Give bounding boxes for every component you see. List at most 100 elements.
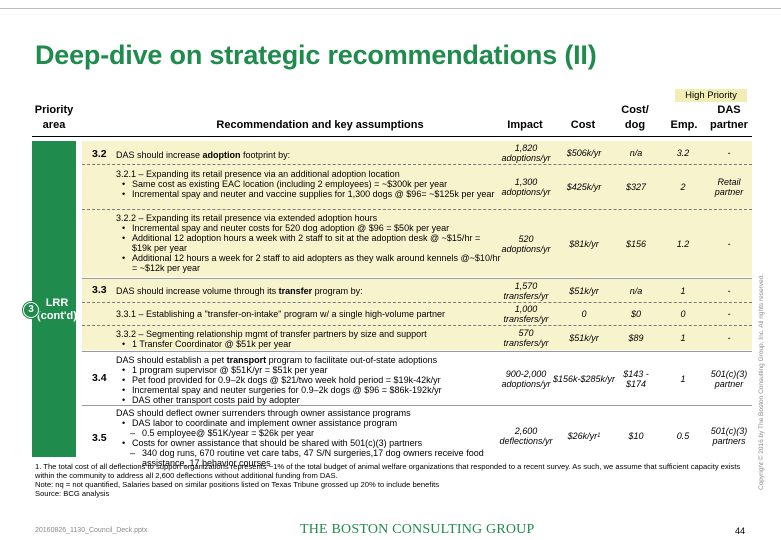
row-3-2-1-partner: Retail partner xyxy=(714,177,744,197)
row-3-2-1-title: 3.2.1 – Expanding its retail presence vi… xyxy=(116,169,400,179)
row-3-2-1-impact: 1,300 adoptions/yr xyxy=(501,177,551,197)
row-3-2-2-text: 3.2.2 – Expanding its retail presence vi… xyxy=(116,213,501,273)
row-3-3-impact: 1,570 transfers/yr xyxy=(503,280,549,301)
row-3-4-cost: $156k-$285k/yr xyxy=(552,373,616,384)
row-3-4-emp: 1 xyxy=(680,373,686,384)
row-3-2-2-title: 3.2.2 – Expanding its retail presence vi… xyxy=(116,213,378,223)
row-3-2-1-text: 3.2.1 – Expanding its retail presence vi… xyxy=(116,169,501,199)
row-divider xyxy=(82,325,752,326)
row-3-3-1-cost: 0 xyxy=(581,309,587,319)
priority-area-bar xyxy=(32,141,76,457)
row-3-3-cost: $51k/yr xyxy=(569,285,599,296)
row-3-2-1-cost-dog: $327 xyxy=(625,182,647,192)
page-number: 44 xyxy=(735,526,746,536)
row-3-4-bullet: 1 program supervisor @ $51K/yr = $51k pe… xyxy=(116,365,501,375)
row-3-3-2-cost-dog: $89 xyxy=(628,333,644,343)
row-3-5-impact: 2,600 deflections/yr xyxy=(499,426,553,446)
row-3-2-1-bullet: Same cost as existing EAC location (incl… xyxy=(116,179,501,189)
header-cost-dog: Cost/ dog xyxy=(621,104,649,131)
row-3-5-partner: 501(c)(3) partners xyxy=(710,426,748,446)
row-3-2-2-emp: 1.2 xyxy=(676,238,690,249)
priority-area-label: LRR (cont'd) xyxy=(35,297,79,323)
top-rule xyxy=(0,8,781,9)
footnote-1: 1. The total cost of all deflections to … xyxy=(35,462,741,480)
row-3-3-number: 3.3 xyxy=(92,284,107,296)
row-3-2-2-partner: - xyxy=(727,238,731,249)
row-3-5-bullet: Costs for owner assistance that should b… xyxy=(116,438,501,448)
row-3-3-2-text: 3.3.2 – Segmenting relationship mgmt of … xyxy=(116,329,501,349)
row-3-3-2-emp: 1 xyxy=(680,333,686,343)
header-emp: Emp. xyxy=(670,119,698,131)
row-3-5-sub-bullet: 0.5 employee@ $51K/year = $26k per year xyxy=(116,428,501,438)
row-3-2-2-cost-dog: $156 xyxy=(625,238,647,249)
priority-area-label-line2: (cont'd) xyxy=(37,310,77,322)
row-3-4-title: DAS should establish a pet transport pro… xyxy=(116,355,438,365)
header-priority-area: Priority area xyxy=(34,104,74,131)
row-3-2-impact: 1,820 adoptions/yr xyxy=(501,143,551,163)
row-3-3-1-partner: - xyxy=(727,309,731,319)
row-3-4-impact: 900-2,000 adoptions/yr xyxy=(501,368,551,389)
row-3-5-text: DAS should deflect owner surrenders thro… xyxy=(116,408,501,468)
row-3-5-title: DAS should deflect owner surrenders thro… xyxy=(116,408,411,418)
row-3-4-keyword: transport xyxy=(226,355,267,365)
row-3-2-2-impact: 520 adoptions/yr xyxy=(501,233,551,254)
row-3-4-partner: 501(c)(3) partner xyxy=(710,368,748,389)
row-3-5-cost: $26k/yr 1 xyxy=(567,431,601,441)
footnote-source: Source: BCG analysis xyxy=(35,489,110,498)
row-3-2-2-bullet: Additional 12 adoption hours a week with… xyxy=(116,233,501,253)
row-3-3-2-cost: $51k/yr xyxy=(569,333,599,343)
row-3-5-bullet: DAS labor to coordinate and implement ow… xyxy=(116,418,501,428)
row-3-3-2-bullet: 1 Transfer Coordinator @ $51k per year xyxy=(116,339,501,349)
header-rule xyxy=(32,136,752,137)
row-3-3-1-text: 3.3.1 – Establishing a "transfer-on-inta… xyxy=(116,309,446,319)
row-3-3-1-emp: 0 xyxy=(680,309,686,319)
row-3-2-2-bullet: Additional 12 hours a week for 2 staff t… xyxy=(116,253,501,273)
footnote-note: Note: nq = not quantified, Salaries base… xyxy=(35,480,440,489)
footnote-marker: 1 xyxy=(597,433,601,439)
row-3-3-2-partner: - xyxy=(727,333,731,343)
row-3-2-cost-dog: n/a xyxy=(629,148,643,158)
row-3-2-emp: 3.2 xyxy=(676,148,690,158)
high-priority-label: High Priority xyxy=(675,89,747,102)
header-impact: Impact xyxy=(507,119,543,131)
row-3-3-2-impact: 570 transfers/yr xyxy=(503,328,549,348)
bcg-logo: THE BOSTON CONSULTING GROUP xyxy=(300,522,535,537)
file-name: 20160826_1130_Council_Deck.pptx xyxy=(35,527,148,534)
row-3-2-1-cost: $425k/yr xyxy=(566,182,602,192)
page-title: Deep-dive on strategic recommendations (… xyxy=(35,40,597,70)
row-3-4-bullet: Incremental spay and neuter surgeries fo… xyxy=(116,385,501,395)
row-3-4-number: 3.4 xyxy=(92,372,107,384)
priority-area-label-line1: LRR xyxy=(45,297,69,309)
row-divider xyxy=(82,405,752,406)
row-divider xyxy=(82,278,752,279)
header-recommendation: Recommendation and key assumptions xyxy=(216,119,424,131)
row-divider xyxy=(82,302,752,303)
row-3-2-1-emp: 2 xyxy=(680,182,686,192)
header-das-partner: DAS partner xyxy=(710,104,748,131)
row-3-3-emp: 1 xyxy=(680,285,686,296)
row-3-2-cost: $506k/yr xyxy=(566,148,602,158)
row-3-2-keyword: adoption xyxy=(202,150,241,160)
row-3-4-bullet: DAS other transport costs paid by adopte… xyxy=(116,395,501,405)
copyright-notice: Copyright © 2016 by The Boston Consultin… xyxy=(758,273,765,490)
row-3-2-2-cost: $81k/yr xyxy=(569,238,599,249)
row-3-2-number: 3.2 xyxy=(92,148,107,160)
footnotes: 1. The total cost of all deflections to … xyxy=(35,462,750,498)
row-3-5-cost-dog: $10 xyxy=(628,431,644,441)
row-divider xyxy=(82,209,752,210)
row-3-5-sub-bullet: 340 dog runs, 670 routine vet care tabs,… xyxy=(116,448,501,468)
row-3-2-2-bullet: Incremental spay and neuter costs for 52… xyxy=(116,223,501,233)
header-cost: Cost xyxy=(570,119,596,131)
row-3-3-2-title: 3.3.2 – Segmenting relationship mgmt of … xyxy=(116,329,427,339)
row-divider xyxy=(82,164,752,165)
row-3-3-1-cost-dog: $0 xyxy=(630,309,641,319)
row-3-3-cost-dog: n/a xyxy=(629,285,643,296)
row-divider xyxy=(82,351,752,352)
row-3-3-1-impact: 1,000 transfers/yr xyxy=(503,304,549,324)
row-3-2-text: DAS should increase adoption footprint b… xyxy=(116,150,291,160)
row-3-5-emp: 0.5 xyxy=(676,431,690,441)
row-3-4-cost-dog: $143 - $174 xyxy=(623,368,649,389)
row-3-4-text: DAS should establish a pet transport pro… xyxy=(116,355,501,405)
row-3-3-text: DAS should increase volume through its t… xyxy=(116,286,363,296)
row-3-5-number: 3.5 xyxy=(92,432,107,444)
